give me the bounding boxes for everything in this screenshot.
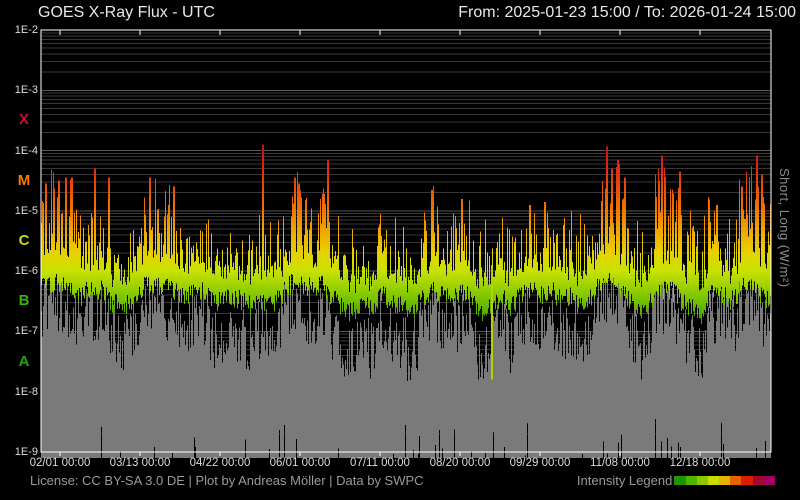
flare-class-x: X — [18, 111, 29, 129]
legend-color-swatch — [741, 476, 753, 485]
license-text: License: CC BY-SA 3.0 DE | Plot by Andre… — [30, 473, 424, 488]
intensity-legend-bar — [674, 476, 775, 485]
x-tick-label: 04/22 00:00 — [189, 457, 251, 469]
x-tick-label: 07/11 00:00 — [350, 457, 410, 469]
y-tick-label: 1E-8 — [14, 385, 38, 398]
legend-color-swatch — [707, 476, 720, 485]
y-tick-label: 1E-7 — [14, 325, 38, 338]
axis-tick-marks — [59, 30, 701, 456]
flux-bars — [41, 144, 771, 459]
legend-color-swatch — [763, 476, 775, 485]
flare-class-a: A — [18, 352, 30, 370]
x-tick-label: 08/20 00:00 — [429, 457, 491, 469]
y-tick-label: 1E-6 — [14, 265, 38, 278]
right-axis-label: Short, Long (W/m²) — [777, 168, 792, 288]
flare-class-m: M — [17, 171, 31, 189]
y-tick-label: 1E-2 — [14, 24, 38, 36]
page-title: GOES X-Ray Flux - UTC — [38, 4, 215, 21]
x-tick-label: 02/01 00:00 — [29, 457, 91, 469]
plot-frame — [40, 29, 772, 453]
legend-label: Intensity Legend — [576, 473, 673, 488]
x-tick-label: 12/18 00:00 — [669, 457, 731, 469]
y-tick-label: 1E-4 — [14, 144, 38, 157]
legend-color-swatch — [730, 476, 742, 485]
y-tick-label: 1E-3 — [14, 84, 38, 97]
x-tick-label: 03/13 00:00 — [109, 457, 171, 469]
x-tick-label: 09/29 00:00 — [509, 457, 571, 469]
y-tick-label: 1E-5 — [14, 204, 38, 217]
time-range-label: From: 2025-01-23 15:00 / To: 2026-01-24 … — [458, 4, 796, 21]
legend-color-swatch — [685, 476, 697, 485]
x-tick-label: 11/08 00:00 — [590, 457, 650, 469]
flare-class-c: C — [18, 232, 30, 249]
intensity-legend: Intensity Legend — [577, 473, 775, 488]
legend-color-swatch — [752, 476, 764, 485]
x-tick-label: 06/01 00:00 — [269, 457, 331, 469]
legend-color-swatch — [696, 476, 708, 485]
flare-class-b: B — [18, 292, 30, 310]
y-tick-label: 1E-9 — [14, 446, 38, 458]
legend-color-swatch — [674, 476, 686, 485]
legend-color-swatch — [719, 476, 731, 485]
